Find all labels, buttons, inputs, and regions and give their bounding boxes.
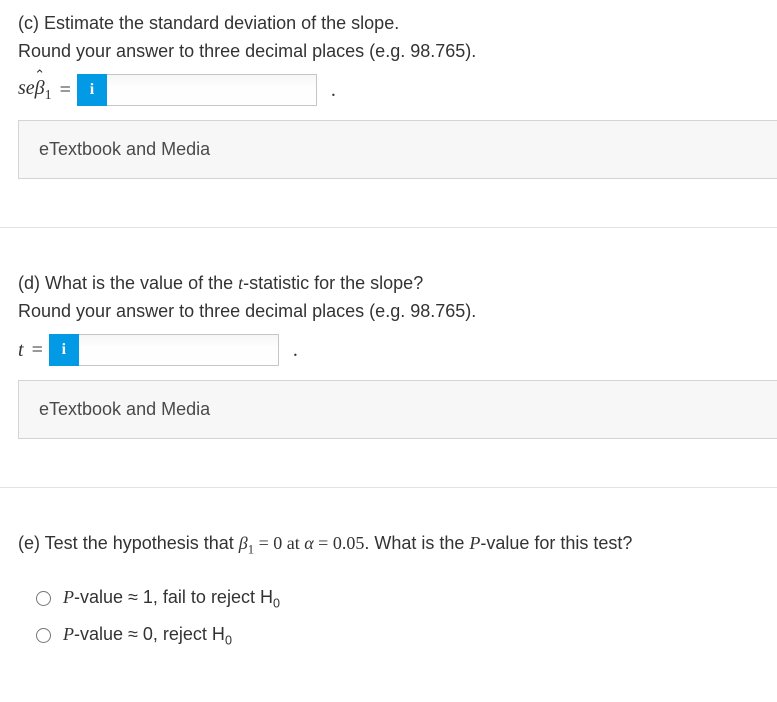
radio-input[interactable]: [36, 591, 51, 606]
part-c-formula-row: se⌃β1 = i .: [18, 74, 759, 106]
trailing-period: .: [293, 339, 298, 362]
radio-input[interactable]: [36, 628, 51, 643]
part-c: (c) Estimate the standard deviation of t…: [0, 0, 777, 106]
eq-zero: = 0 at: [254, 533, 304, 553]
alpha-val: = 0.05: [314, 533, 365, 553]
part-d-formula-row: t = i .: [18, 334, 759, 366]
divider: [0, 227, 777, 228]
part-c-prompt-2: Round your answer to three decimal place…: [18, 38, 759, 64]
part-d-prompt-1: (d) What is the value of the t-statistic…: [18, 270, 759, 296]
trailing-period: .: [331, 79, 336, 102]
part-d-prompt-2: Round your answer to three decimal place…: [18, 298, 759, 324]
info-icon[interactable]: i: [49, 334, 79, 366]
option-text: P-value ≈ 0, reject H0: [63, 620, 232, 651]
part-c-prompt-1: (c) Estimate the standard deviation of t…: [18, 10, 759, 36]
beta-symbol: β: [239, 533, 248, 553]
se-beta-label: se⌃β1: [18, 77, 52, 104]
equals-sign: =: [32, 339, 43, 362]
divider: [0, 487, 777, 488]
radio-option-2[interactable]: P-value ≈ 0, reject H0: [36, 620, 759, 651]
radio-option-1[interactable]: P-value ≈ 1, fail to reject H0: [36, 583, 759, 614]
radio-group: P-value ≈ 1, fail to reject H0 P-value ≈…: [36, 583, 759, 650]
etextbook-region-d: eTextbook and Media: [18, 380, 777, 439]
hat-icon: ⌃: [34, 67, 45, 83]
se-beta-input[interactable]: [107, 74, 317, 106]
etextbook-button[interactable]: eTextbook and Media: [18, 120, 777, 179]
t-label: t: [18, 339, 24, 362]
option-text: P-value ≈ 1, fail to reject H0: [63, 583, 280, 614]
prompt-prefix: (e) Test the hypothesis that: [18, 533, 239, 553]
beta-hat: ⌃β: [35, 77, 45, 100]
etextbook-region-c: eTextbook and Media: [18, 120, 777, 179]
info-icon[interactable]: i: [77, 74, 107, 106]
part-d: (d) What is the value of the t-statistic…: [0, 270, 777, 366]
part-e-prompt: (e) Test the hypothesis that β1 = 0 at α…: [18, 530, 759, 559]
prompt-suffix: . What is the P-value for this test?: [364, 533, 632, 553]
beta-subscript: 1: [45, 88, 52, 103]
t-statistic-input[interactable]: [79, 334, 279, 366]
se-text: se: [18, 77, 35, 99]
etextbook-button[interactable]: eTextbook and Media: [18, 380, 777, 439]
alpha-symbol: α: [304, 533, 313, 553]
part-e: (e) Test the hypothesis that β1 = 0 at α…: [0, 530, 777, 650]
equals-sign: =: [60, 79, 71, 102]
